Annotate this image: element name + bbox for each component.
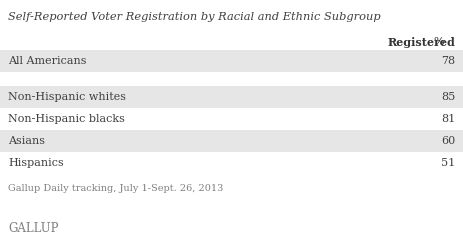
Text: 51: 51: [441, 158, 455, 168]
Text: 81: 81: [441, 114, 455, 124]
Bar: [0, 86, 463, 108]
Text: Self-Reported Voter Registration by Racial and Ethnic Subgroup: Self-Reported Voter Registration by Raci…: [8, 12, 381, 22]
Text: All Americans: All Americans: [8, 56, 87, 66]
Text: Hispanics: Hispanics: [8, 158, 64, 168]
Text: Asians: Asians: [8, 136, 45, 146]
Text: 78: 78: [441, 56, 455, 66]
Text: Non-Hispanic whites: Non-Hispanic whites: [8, 92, 126, 102]
Text: %: %: [434, 37, 448, 47]
Bar: [0, 50, 463, 72]
Text: GALLUP: GALLUP: [8, 222, 58, 235]
Text: 60: 60: [441, 136, 455, 146]
Text: 85: 85: [441, 92, 455, 102]
Bar: [0, 130, 463, 152]
Text: Gallup Daily tracking, July 1-Sept. 26, 2013: Gallup Daily tracking, July 1-Sept. 26, …: [8, 184, 223, 193]
Text: Non-Hispanic blacks: Non-Hispanic blacks: [8, 114, 125, 124]
Text: Registered: Registered: [387, 37, 455, 48]
